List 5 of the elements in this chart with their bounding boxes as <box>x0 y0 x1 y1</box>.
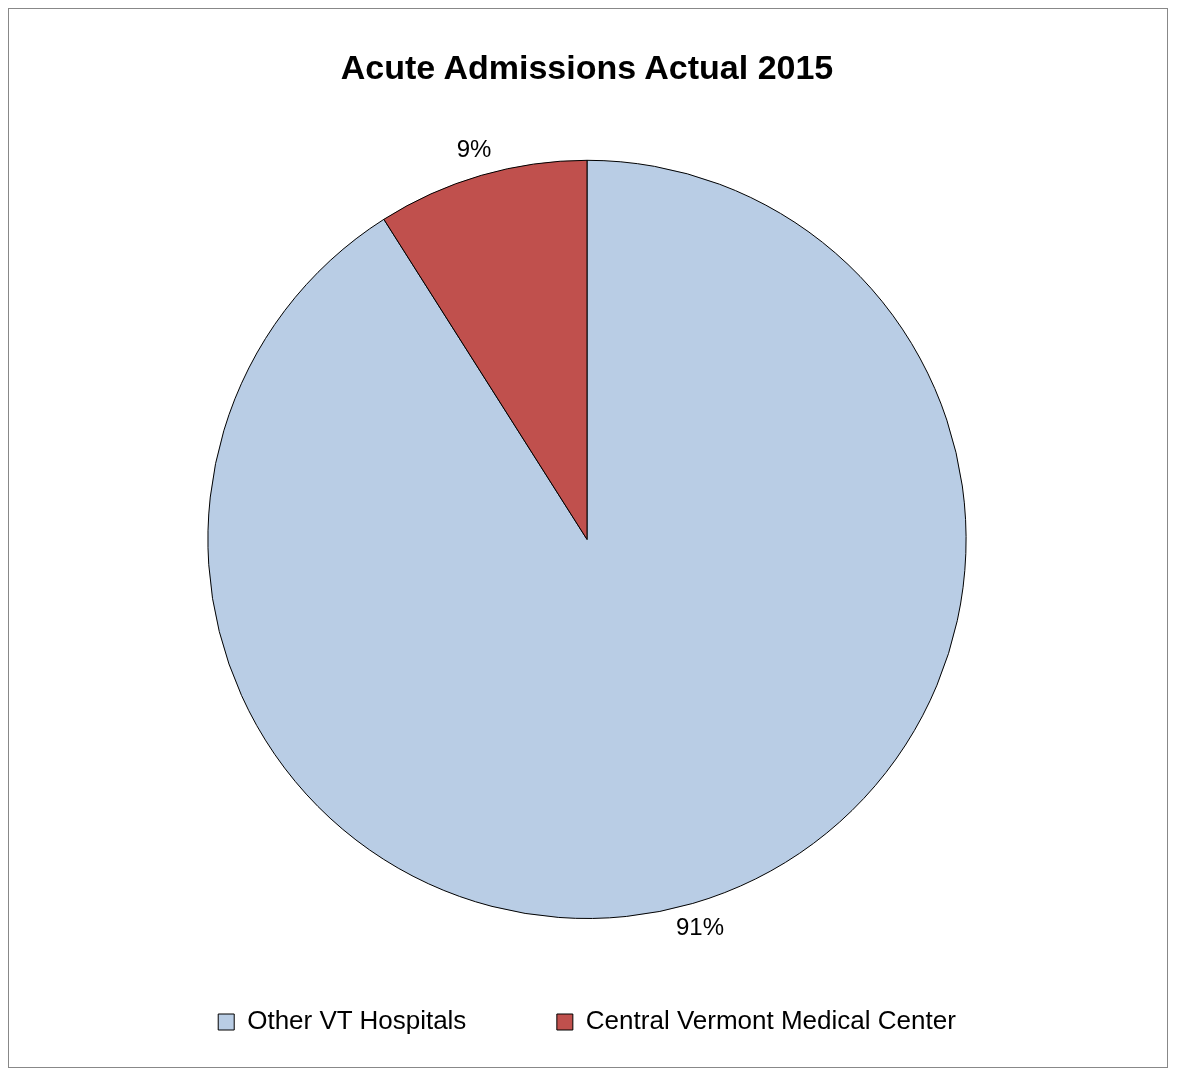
legend-label: Other VT Hospitals <box>247 1005 467 1036</box>
data-label: 9% <box>456 135 492 163</box>
data-label: 91% <box>676 913 725 941</box>
chart-title: Acute Admissions Actual 2015 <box>340 47 834 86</box>
legend-label: Central Vermont Medical Center <box>585 1005 957 1036</box>
